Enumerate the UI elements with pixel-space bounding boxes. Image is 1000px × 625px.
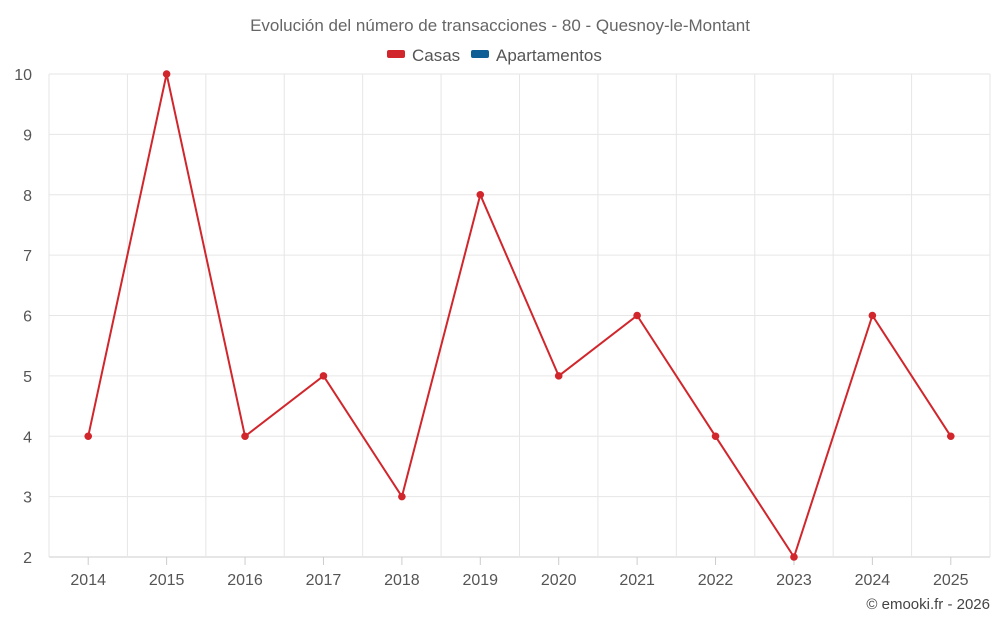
y-tick-label: 6: [23, 309, 32, 326]
x-tick-label: 2020: [541, 572, 577, 589]
x-tick-label: 2021: [619, 572, 655, 589]
y-tick-label: 2: [23, 550, 32, 567]
data-point-casas-2018[interactable]: [398, 492, 406, 501]
data-point-casas-2024[interactable]: [868, 311, 877, 320]
x-axis: 2014 2015 2016 2017 2018 2019 2020 2021 2022 2023…: [70, 557, 969, 589]
x-tick-label: 2015: [149, 572, 185, 589]
data-point-casas-2017[interactable]: [319, 372, 328, 380]
grid: [48, 73, 991, 558]
legend-swatch-apartamentos: [471, 50, 489, 58]
x-tick-label: 2024: [855, 572, 891, 589]
x-tick-label: 2014: [70, 572, 106, 589]
y-tick-label: 5: [23, 369, 32, 386]
data-point-casas-2016[interactable]: [241, 432, 249, 441]
x-tick-label: 2023: [776, 572, 812, 589]
y-axis: 2 3 4 5 6 7 8 9 10: [14, 67, 32, 567]
legend-item-apartamentos[interactable]: Apartamentos: [471, 46, 602, 65]
legend-label-casas: Casas: [412, 46, 460, 65]
data-point-casas-2020[interactable]: [554, 372, 563, 380]
x-tick-label: 2019: [462, 572, 498, 589]
series-line-casas: [87, 73, 952, 558]
x-tick-label: 2017: [306, 572, 342, 589]
x-tick-label: 2016: [227, 572, 263, 589]
y-tick-label: 4: [23, 429, 32, 446]
chart-title: Evolución del número de transacciones - …: [250, 16, 750, 35]
y-tick-label: 8: [23, 188, 32, 205]
y-tick-label: 9: [23, 127, 32, 144]
legend: Casas Apartamentos: [387, 46, 602, 65]
data-point-casas-2014[interactable]: [84, 432, 93, 441]
y-tick-label: 3: [23, 490, 32, 507]
data-point-casas-2015[interactable]: [162, 70, 171, 78]
y-tick-label: 10: [14, 67, 32, 84]
data-point-casas-2022[interactable]: [711, 432, 720, 441]
credit-text: © emooki.fr - 2026: [866, 596, 990, 613]
legend-swatch-casas: [387, 50, 405, 58]
data-point-casas-2023[interactable]: [790, 553, 798, 561]
legend-item-casas[interactable]: Casas: [387, 46, 460, 65]
data-point-casas-2019[interactable]: [476, 190, 485, 199]
y-tick-label: 7: [23, 248, 32, 265]
x-tick-label: 2025: [933, 572, 969, 589]
legend-label-apartamentos: Apartamentos: [496, 46, 602, 65]
x-tick-label: 2022: [698, 572, 734, 589]
x-tick-label: 2018: [384, 572, 420, 589]
data-point-casas-2025[interactable]: [946, 432, 955, 441]
data-point-casas-2021[interactable]: [633, 311, 641, 320]
series-layer: [84, 70, 955, 561]
